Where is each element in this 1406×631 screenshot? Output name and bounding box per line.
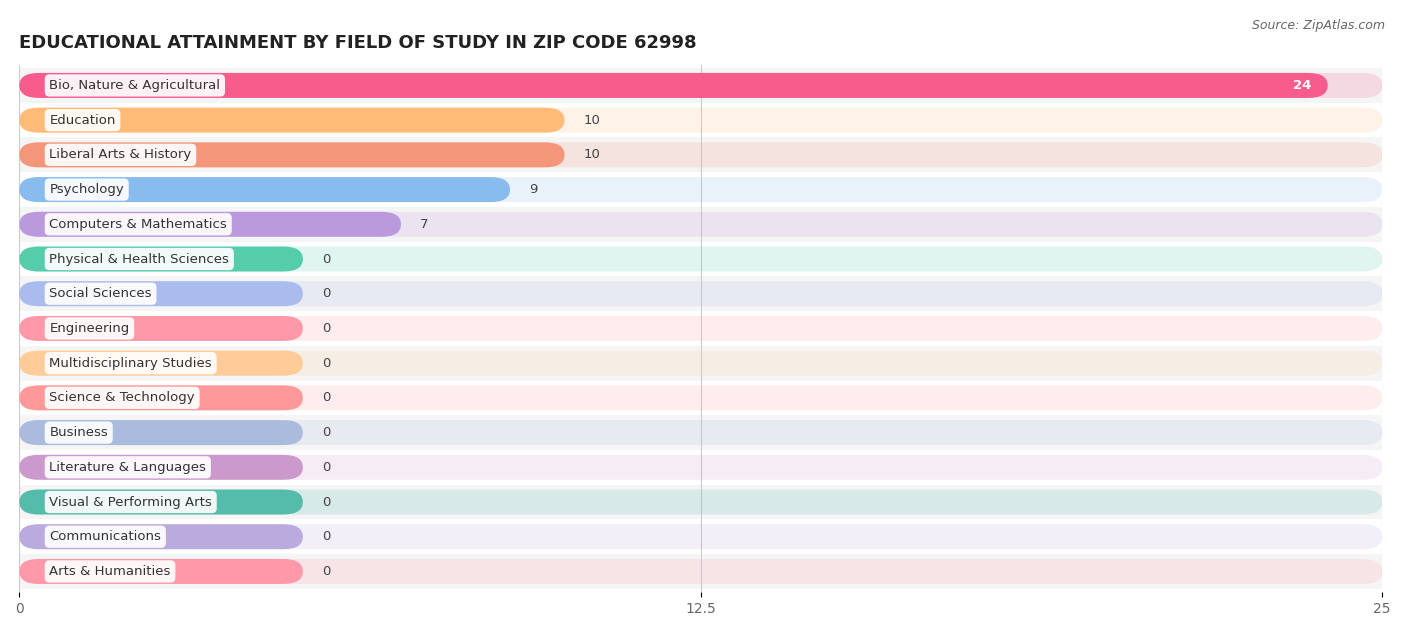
Bar [20, 346, 1382, 380]
FancyBboxPatch shape [20, 247, 1382, 271]
Bar [20, 207, 1382, 242]
Bar [20, 138, 1382, 172]
FancyBboxPatch shape [20, 559, 1382, 584]
Text: Visual & Performing Arts: Visual & Performing Arts [49, 495, 212, 509]
FancyBboxPatch shape [20, 524, 1382, 549]
FancyBboxPatch shape [20, 73, 1382, 98]
FancyBboxPatch shape [20, 247, 302, 271]
Text: 24: 24 [1294, 79, 1312, 92]
FancyBboxPatch shape [20, 490, 1382, 514]
Text: 0: 0 [322, 252, 330, 266]
Bar [20, 276, 1382, 311]
Bar [20, 485, 1382, 519]
Text: Multidisciplinary Studies: Multidisciplinary Studies [49, 357, 212, 370]
Text: EDUCATIONAL ATTAINMENT BY FIELD OF STUDY IN ZIP CODE 62998: EDUCATIONAL ATTAINMENT BY FIELD OF STUDY… [20, 34, 697, 52]
Text: 0: 0 [322, 495, 330, 509]
Text: 0: 0 [322, 426, 330, 439]
Bar [20, 519, 1382, 554]
FancyBboxPatch shape [20, 490, 302, 514]
Text: 9: 9 [529, 183, 537, 196]
Text: 7: 7 [420, 218, 429, 231]
FancyBboxPatch shape [20, 177, 510, 202]
FancyBboxPatch shape [20, 316, 1382, 341]
Text: 0: 0 [322, 322, 330, 335]
FancyBboxPatch shape [20, 351, 1382, 375]
FancyBboxPatch shape [20, 559, 302, 584]
Text: 10: 10 [583, 114, 600, 127]
FancyBboxPatch shape [20, 455, 302, 480]
Text: Liberal Arts & History: Liberal Arts & History [49, 148, 191, 162]
FancyBboxPatch shape [20, 177, 1382, 202]
FancyBboxPatch shape [20, 73, 1327, 98]
FancyBboxPatch shape [20, 143, 1382, 167]
Text: 0: 0 [322, 461, 330, 474]
Bar [20, 450, 1382, 485]
Text: Science & Technology: Science & Technology [49, 391, 195, 404]
FancyBboxPatch shape [20, 143, 565, 167]
Text: Arts & Humanities: Arts & Humanities [49, 565, 170, 578]
FancyBboxPatch shape [20, 524, 302, 549]
FancyBboxPatch shape [20, 386, 1382, 410]
FancyBboxPatch shape [20, 316, 302, 341]
Text: 0: 0 [322, 530, 330, 543]
FancyBboxPatch shape [20, 212, 1382, 237]
Text: Computers & Mathematics: Computers & Mathematics [49, 218, 228, 231]
FancyBboxPatch shape [20, 386, 302, 410]
Text: 0: 0 [322, 287, 330, 300]
FancyBboxPatch shape [20, 281, 302, 306]
FancyBboxPatch shape [20, 108, 565, 133]
Text: 0: 0 [322, 565, 330, 578]
Text: 10: 10 [583, 148, 600, 162]
FancyBboxPatch shape [20, 108, 1382, 133]
FancyBboxPatch shape [20, 420, 302, 445]
Text: Business: Business [49, 426, 108, 439]
Text: Physical & Health Sciences: Physical & Health Sciences [49, 252, 229, 266]
Bar [20, 242, 1382, 276]
FancyBboxPatch shape [20, 351, 302, 375]
Text: Education: Education [49, 114, 115, 127]
Text: Bio, Nature & Agricultural: Bio, Nature & Agricultural [49, 79, 221, 92]
Bar [20, 415, 1382, 450]
Bar [20, 311, 1382, 346]
Text: Source: ZipAtlas.com: Source: ZipAtlas.com [1251, 19, 1385, 32]
Bar [20, 68, 1382, 103]
Text: Psychology: Psychology [49, 183, 124, 196]
Bar [20, 103, 1382, 138]
Text: Literature & Languages: Literature & Languages [49, 461, 207, 474]
Text: Engineering: Engineering [49, 322, 129, 335]
FancyBboxPatch shape [20, 420, 1382, 445]
FancyBboxPatch shape [20, 281, 1382, 306]
Text: 0: 0 [322, 357, 330, 370]
Text: Social Sciences: Social Sciences [49, 287, 152, 300]
Bar [20, 380, 1382, 415]
Bar [20, 554, 1382, 589]
FancyBboxPatch shape [20, 212, 401, 237]
Text: Communications: Communications [49, 530, 162, 543]
FancyBboxPatch shape [20, 455, 1382, 480]
Bar [20, 172, 1382, 207]
Text: 0: 0 [322, 391, 330, 404]
